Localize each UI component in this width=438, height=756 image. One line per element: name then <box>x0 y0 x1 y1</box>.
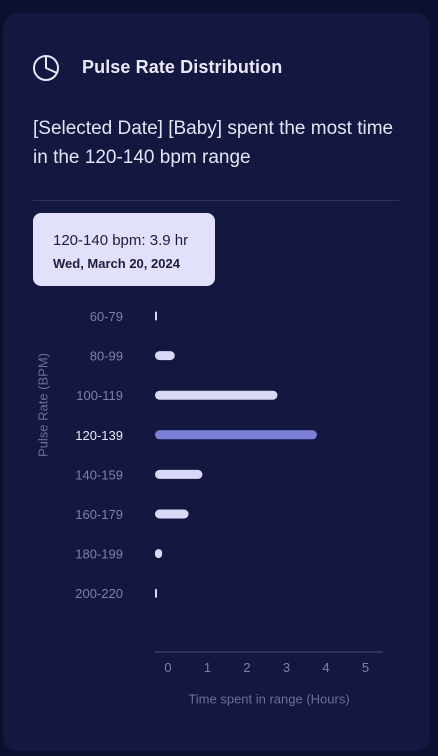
x-tick-label: 4 <box>322 660 329 675</box>
y-tick-label: 120-139 <box>75 428 123 443</box>
x-tick-label: 3 <box>283 660 290 675</box>
x-tick-label: 0 <box>164 660 171 675</box>
y-tick-label: 80-99 <box>90 349 123 364</box>
bar-60-79 <box>155 311 157 321</box>
y-tick-label: 140-159 <box>75 467 123 482</box>
y-tick-label: 60-79 <box>90 309 123 324</box>
tooltip-value: 120-140 bpm: 3.9 hr <box>53 232 189 249</box>
bar-160-179 <box>155 509 189 519</box>
card-title: Pulse Rate Distribution <box>82 56 283 77</box>
bar-80-99 <box>155 351 175 361</box>
x-axis-title: Time spent in range (Hours) <box>188 691 350 707</box>
bar-140-159 <box>155 469 203 479</box>
bar-200-220 <box>155 588 157 598</box>
pulse-rate-card <box>3 13 430 751</box>
pie-chart-icon <box>33 55 59 81</box>
bar-120-139 <box>155 430 317 440</box>
y-tick-label: 100-119 <box>76 388 123 403</box>
tooltip-date: Wed, March 20, 2024 <box>53 256 180 271</box>
y-tick-label: 160-179 <box>75 507 123 522</box>
bar-100-119 <box>155 390 278 400</box>
x-tick-label: 2 <box>243 660 250 675</box>
y-axis-title: Pulse Rate (BPM) <box>35 352 51 458</box>
card-header: Pulse Rate Distribution <box>32 52 282 82</box>
y-tick-label: 180-199 <box>75 547 123 562</box>
chart-tooltip: 120-140 bpm: 3.9 hr Wed, March 20, 2024 <box>33 213 215 286</box>
x-tick-label: 1 <box>204 660 211 675</box>
x-tick-label: 5 <box>362 660 369 675</box>
divider <box>33 200 399 201</box>
summary-headline: [Selected Date] [Baby] spent the most ti… <box>33 118 394 168</box>
bar-180-199 <box>155 549 163 559</box>
y-tick-label: 200-220 <box>75 586 123 601</box>
